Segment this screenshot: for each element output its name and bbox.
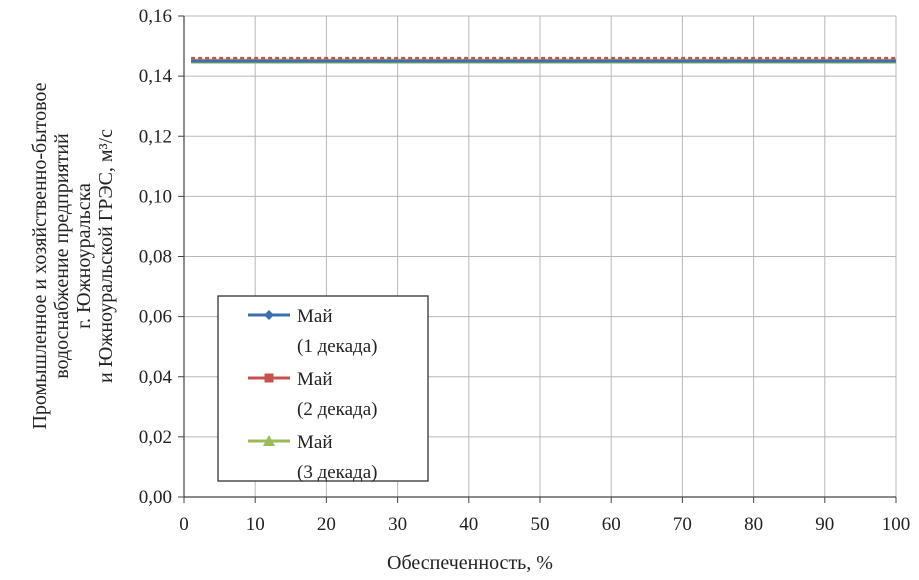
y-tick-label: 0,14 <box>139 66 173 87</box>
y-axis-ticks: 0,00 0,02 0,04 0,06 0,08 0,10 0,12 0,14 0,16 <box>139 6 184 508</box>
legend: Май (1 декада) Май (2 декада) Май (3 декада) <box>217 295 429 483</box>
y-axis-title-line: Промышленное и хозяйственно-бытовое <box>29 82 51 429</box>
x-tick-label: 90 <box>815 514 834 535</box>
y-axis-title-line: водоснабжение предприятий <box>51 133 73 379</box>
legend-label: (1 декада) <box>297 336 377 357</box>
x-tick-label: 50 <box>531 514 550 535</box>
legend-label: Май <box>297 306 333 327</box>
grid-lines <box>183 15 897 498</box>
data-series <box>191 56 896 64</box>
legend-label: Май <box>297 369 333 390</box>
x-tick-label: 70 <box>673 514 692 535</box>
x-tick-label: 20 <box>317 514 336 535</box>
x-tick-label: 80 <box>744 514 763 535</box>
legend-marker-diamond <box>264 310 274 320</box>
y-axis-title-line: и Южноуральской ГРЭС, м³/с <box>95 129 117 383</box>
y-tick-label: 0,10 <box>139 186 172 207</box>
y-axis-title: Промышленное и хозяйственно-бытовое водос… <box>29 82 117 429</box>
y-tick-label: 0,12 <box>139 126 172 147</box>
y-tick-label: 0,00 <box>139 487 172 508</box>
y-tick-label: 0,02 <box>139 427 172 448</box>
legend-marker-square <box>264 373 274 383</box>
legend-marker-triangle <box>263 435 275 446</box>
y-tick-label: 0,08 <box>139 247 172 268</box>
x-tick-label: 60 <box>602 514 621 535</box>
x-tick-label: 40 <box>459 514 478 535</box>
x-tick-label: 0 <box>179 514 189 535</box>
legend-box <box>217 295 429 482</box>
y-tick-label: 0,04 <box>139 367 173 388</box>
y-axis-title-line: г. Южноуральска <box>73 183 95 329</box>
legend-label: (2 декада) <box>297 399 377 420</box>
x-tick-label: 30 <box>388 514 407 535</box>
legend-label: (3 декада) <box>297 462 377 483</box>
x-tick-label: 10 <box>246 514 265 535</box>
axes <box>183 16 896 498</box>
x-tick-label: 100 <box>882 514 911 535</box>
legend-label: Май <box>297 432 333 453</box>
x-axis-title: Обеспеченность, % <box>387 552 553 574</box>
y-tick-label: 0,06 <box>139 307 172 328</box>
x-axis-ticks: 0 10 20 30 40 50 60 70 80 90 100 <box>179 497 910 535</box>
y-tick-label: 0,16 <box>139 6 172 27</box>
